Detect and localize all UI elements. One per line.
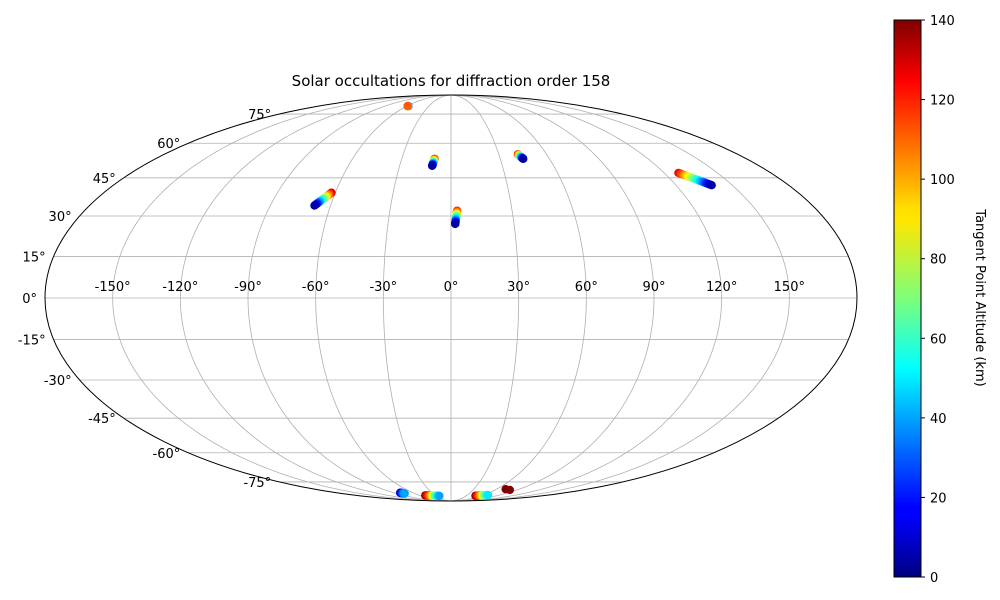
x-tick-label: -30° xyxy=(369,280,397,295)
y-tick-label: 15° xyxy=(23,250,46,265)
colorbar-tick-label: 120 xyxy=(930,94,955,109)
y-tick-label: 45° xyxy=(93,172,116,187)
y-tick-label: -60° xyxy=(153,447,181,462)
colorbar-tick-label: 20 xyxy=(930,491,947,506)
colorbar-ticks: 0 20 40 60 80 100 120 140 xyxy=(921,14,955,586)
data-point xyxy=(310,201,319,210)
data-point xyxy=(400,489,409,498)
x-tick-label: 150° xyxy=(774,280,805,295)
y-tick-label: 75° xyxy=(248,108,271,123)
colorbar-tick-label: 60 xyxy=(930,332,947,347)
x-tick-label: -120° xyxy=(162,280,198,295)
y-tick-label: 60° xyxy=(157,137,180,152)
gridlines xyxy=(45,95,857,501)
colorbar-gradient xyxy=(893,19,922,578)
chart-title: Solar occultations for diffraction order… xyxy=(292,72,611,90)
data-point xyxy=(403,101,412,111)
colorbar-tick-label: 40 xyxy=(930,412,947,427)
x-tick-label: 90° xyxy=(642,280,665,295)
y-tick-label: -75° xyxy=(243,476,271,491)
map-plot-area: -150° -120° -90° -60° -30° 0° 30° 60° 90° 120° 150… xyxy=(18,94,858,502)
colorbar-tick-label: 100 xyxy=(930,173,955,188)
x-tick-label: 30° xyxy=(507,280,530,295)
colorbar-tick-label: 140 xyxy=(930,14,955,29)
y-tick-label: -30° xyxy=(44,374,72,389)
data-point xyxy=(435,491,444,501)
data-points xyxy=(310,101,716,501)
colorbar-tick-label: 80 xyxy=(930,253,947,268)
x-tick-label: 0° xyxy=(444,280,459,295)
map-boundary xyxy=(44,94,858,502)
data-point xyxy=(451,219,460,229)
x-tick-label: -150° xyxy=(95,280,131,295)
y-tick-label: 30° xyxy=(49,210,72,225)
x-tick-label: 120° xyxy=(706,280,737,295)
x-tick-label: -90° xyxy=(234,280,262,295)
x-tick-labels: -150° -120° -90° -60° -30° 0° 30° 60° 90° 120° 150… xyxy=(95,280,805,295)
colorbar-tick-label: 0 xyxy=(930,571,938,586)
data-point xyxy=(505,485,515,495)
data-point xyxy=(519,154,528,164)
data-point xyxy=(707,181,716,190)
colorbar: 0 20 40 60 80 100 120 140 Tangent Point Altitud… xyxy=(893,14,987,586)
x-tick-label: -60° xyxy=(302,280,330,295)
y-tick-labels: -75° -60° -45° -30° -15° 0° 15° 30° 45° 60° 75° xyxy=(18,108,271,491)
colorbar-label: Tangent Point Altitude (km) xyxy=(972,208,987,386)
y-tick-label: 0° xyxy=(22,292,37,307)
data-point xyxy=(427,161,437,171)
data-point xyxy=(483,490,493,500)
x-tick-label: 60° xyxy=(575,280,598,295)
y-tick-label: -45° xyxy=(88,412,116,427)
y-tick-label: -15° xyxy=(18,334,46,349)
